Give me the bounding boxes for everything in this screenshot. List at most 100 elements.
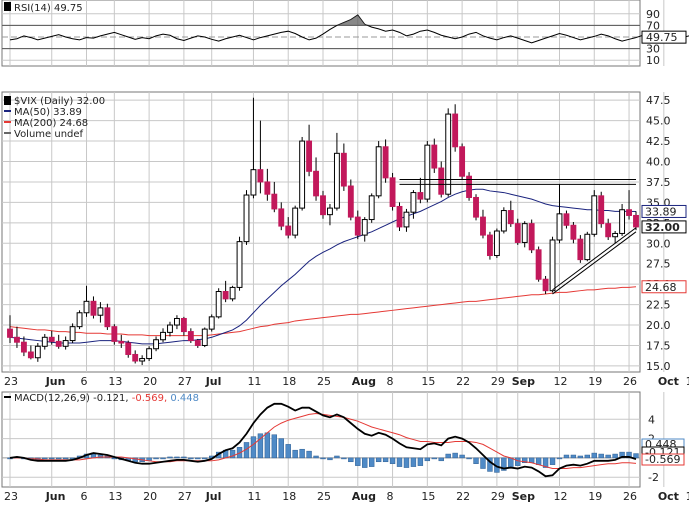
candle [208, 316, 215, 330]
rsi-panel-frame [1, 0, 641, 67]
macd-histogram-bar [299, 448, 305, 459]
price-tick-label: 17.5 [646, 339, 671, 352]
x-axis-label: 11 [247, 375, 261, 388]
support-trendline [552, 231, 637, 295]
macd-line [9, 402, 637, 478]
macd-histogram-bar [410, 457, 417, 467]
price-last-value-box [641, 204, 687, 218]
price-tick-label: 20.0 [646, 319, 671, 332]
candle [514, 223, 521, 243]
macd-histogram-bar [362, 457, 368, 468]
macd-histogram-bar [438, 457, 444, 462]
candle [452, 113, 459, 148]
price-tick-label: 22.5 [646, 299, 671, 312]
price-tick-label: 45.0 [646, 115, 671, 128]
macd-histogram-bar [570, 454, 577, 459]
candle [473, 196, 479, 218]
candle [257, 169, 264, 183]
macd-histogram-bar [306, 450, 312, 459]
candle [410, 192, 417, 213]
candle [285, 225, 292, 236]
candle [327, 207, 333, 216]
candle [20, 341, 27, 353]
rsi-tick-label: 90 [646, 8, 660, 21]
x-axis-label-bottom: 22 [456, 490, 470, 503]
x-axis-label-bottom: Aug [352, 490, 376, 503]
candle [354, 216, 361, 236]
rsi-tick-label: 70 [646, 19, 660, 32]
x-axis-label: 18 [282, 375, 296, 388]
macd-histogram-bar [535, 457, 542, 465]
candle [320, 195, 326, 216]
candle [194, 340, 201, 346]
x-axis-label: 15 [421, 375, 435, 388]
candle [563, 213, 570, 226]
x-axis-label-bottom: 12 [553, 490, 567, 503]
candle [480, 216, 486, 236]
macd-histogram-bar [473, 457, 479, 464]
x-axis-label: 19 [588, 375, 602, 388]
candle [90, 300, 97, 316]
macd-histogram-bar [229, 449, 236, 459]
macd-histogram-bar [452, 452, 458, 459]
macd-tick-label: -2 [648, 471, 659, 484]
macd-histogram-bar [459, 454, 465, 459]
x-axis-label-bottom: 6 [81, 490, 88, 503]
macd-histogram-bar [417, 457, 424, 466]
x-axis-label: 25 [317, 375, 331, 388]
rsi-legend-swatch [4, 2, 11, 11]
candle [619, 209, 626, 234]
price-last-value-box [641, 220, 687, 234]
x-axis-label-bottom: 27 [178, 490, 192, 503]
candle [173, 317, 180, 326]
macd-histogram-bar [369, 457, 375, 467]
macd-histogram-bar [480, 457, 486, 469]
macd-histogram-bar [250, 436, 257, 459]
candle [27, 351, 34, 359]
x-axis-label: 23 [4, 375, 18, 388]
rsi-legend: RSI(14) 49.75 [14, 3, 83, 14]
x-axis-label-bottom: 25 [317, 490, 331, 503]
candle [69, 326, 76, 342]
x-axis-label-bottom: 19 [588, 490, 602, 503]
candle [368, 195, 375, 221]
x-axis-label: 26 [623, 375, 637, 388]
macd-histogram-bar [424, 457, 431, 462]
x-axis-label: Oct [658, 375, 679, 388]
candle [48, 336, 55, 342]
candle [125, 342, 132, 355]
macd-histogram-bar [292, 449, 298, 459]
macd-histogram-bar [515, 457, 521, 466]
x-axis-label-bottom: 23 [4, 490, 18, 503]
candle [187, 331, 194, 342]
macd-histogram-bar [563, 454, 570, 459]
price-tick-label: 42.5 [646, 135, 671, 148]
candle [535, 249, 542, 280]
macd-last-value: -0.569 [645, 453, 680, 466]
price-last-value: 32.00 [645, 221, 680, 234]
macd-histogram-bar [612, 453, 618, 459]
rsi-overbought-fill [10, 14, 689, 26]
macd-histogram-bar [508, 457, 514, 468]
support-trendline [552, 227, 637, 291]
macd-histogram-bar [633, 453, 639, 459]
macd-histogram-bar [577, 455, 584, 459]
candle [313, 170, 319, 197]
price-panel-frame [1, 91, 641, 373]
candle [76, 312, 83, 328]
candle [445, 113, 452, 195]
x-axis-label-bottom: Jun [45, 490, 66, 503]
candle [139, 358, 146, 362]
candle [403, 211, 410, 228]
candle [292, 207, 299, 236]
candle [382, 146, 389, 179]
macd-histogram-bar [382, 457, 389, 463]
price-legend-swatch [4, 96, 11, 105]
macd-histogram-bar [320, 457, 326, 460]
candle [7, 328, 13, 338]
rsi-tick-label: 30 [646, 43, 660, 56]
candle [271, 193, 278, 210]
macd-legend-part: MACD(12,26,9) [14, 393, 93, 404]
x-axis-label-bottom: 18 [282, 490, 296, 503]
